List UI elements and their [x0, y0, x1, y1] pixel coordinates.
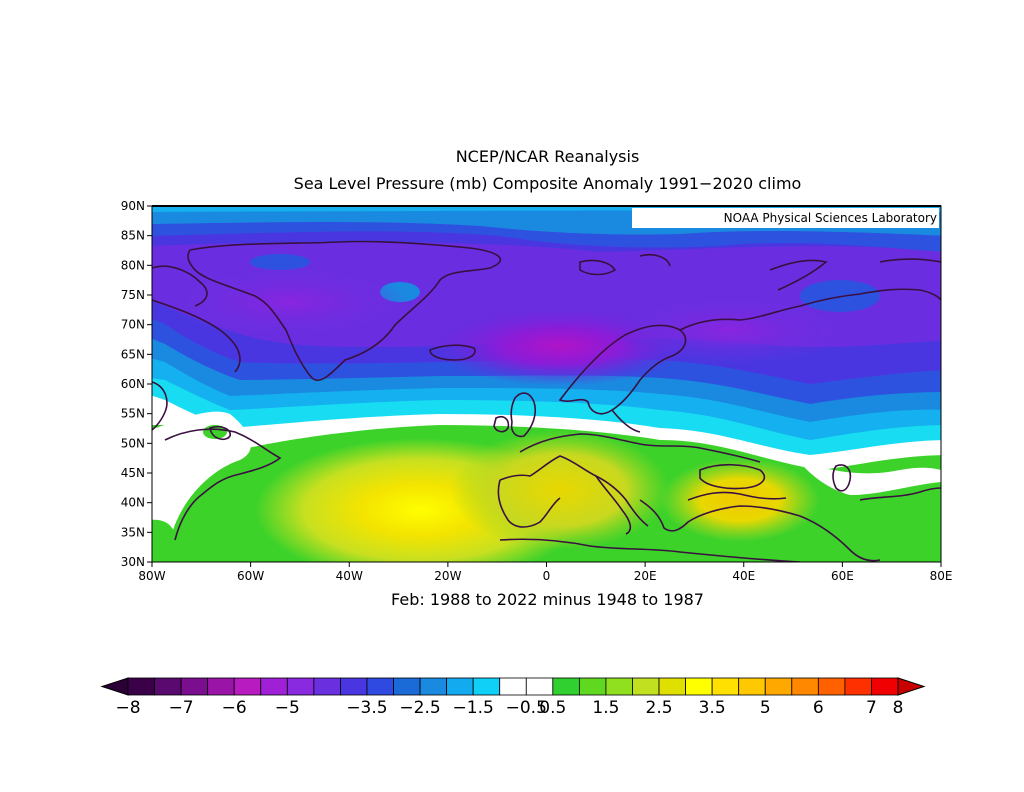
lat-tick-label: 80N [121, 258, 145, 272]
lat-tick-label: 55N [121, 407, 145, 421]
lon-tick-label: 20W [434, 569, 461, 583]
lat-tick-label: 35N [121, 525, 145, 539]
lat-tick-label: 50N [121, 436, 145, 450]
coastlines [152, 240, 941, 562]
colorbar-label: 5 [760, 698, 771, 718]
lat-tick-label: 40N [121, 496, 145, 510]
colorbar-swatch [525, 677, 554, 696]
lat-tick-label: 75N [121, 288, 145, 302]
colorbar-label: −0.5 [506, 698, 547, 718]
chart-title-line-1: NCEP/NCAR Reanalysis [455, 147, 640, 166]
lon-tick-label: 40E [732, 569, 755, 583]
lon-tick-label: 80E [930, 569, 953, 583]
colorbar-label: 1.5 [592, 698, 619, 718]
colorbar-label: 0.5 [539, 698, 566, 718]
credit-label: NOAA Physical Sciences Laboratory [632, 208, 939, 228]
colorbar-swatch [791, 677, 819, 696]
colorbar-swatch [578, 677, 607, 696]
lon-tick-label: 20E [634, 569, 657, 583]
colorbar-swatch [472, 677, 501, 696]
colorbar-swatch [685, 677, 713, 696]
colorbar-swatch [605, 677, 633, 696]
colorbar-swatch [764, 677, 793, 696]
colorbar-label: −8 [115, 698, 140, 718]
colorbar: −8 −7 −6 −5 −3.5 −2.5 −1.5 −0.50.5 1.5 2.5 3.5 5 6 7 8 [100, 677, 926, 718]
lat-tick-label: 60N [121, 377, 145, 391]
colorbar-swatch [871, 677, 899, 696]
colorbar-label: −3.5 [346, 698, 387, 718]
colorbar-under-arrow [100, 677, 129, 696]
colorbar-swatch [340, 677, 368, 696]
lat-tick-label: 90N [121, 199, 145, 213]
lat-tick-label: 30N [121, 555, 145, 569]
lon-tick-label: 60E [831, 569, 854, 583]
colorbar-label: −6 [222, 698, 247, 718]
colorbar-label: −7 [169, 698, 194, 718]
colorbar-swatch [127, 677, 155, 696]
colorbar-swatch [552, 677, 580, 696]
colorbar-swatch [260, 677, 288, 696]
colorbar-over-arrow [897, 677, 926, 696]
lon-tick-label: 40W [336, 569, 363, 583]
colorbar-swatch [366, 677, 394, 696]
longitude-axis: 80W 60W 40W 20W 0 20E 40E 60E 80E [138, 562, 952, 583]
lat-tick-label: 45N [121, 466, 145, 480]
map-subtitle: Feb: 1988 to 2022 minus 1948 to 1987 [391, 590, 704, 609]
colorbar-swatch [180, 677, 209, 696]
colorbar-swatch [499, 677, 527, 696]
colorbar-swatch [393, 677, 421, 696]
lat-tick-label: 70N [121, 318, 145, 332]
colorbar-swatch [419, 677, 448, 696]
colorbar-swatch [632, 677, 660, 696]
colorbar-swatch [446, 677, 474, 696]
colorbar-swatch [313, 677, 341, 696]
colorbar-label: 8 [893, 698, 904, 718]
colorbar-swatch [738, 677, 766, 696]
colorbar-swatch [658, 677, 686, 696]
colorbar-label: 6 [813, 698, 824, 718]
lat-tick-label: 65N [121, 347, 145, 361]
colorbar-label: −2.5 [399, 698, 440, 718]
colorbar-label: −1.5 [453, 698, 494, 718]
colorbar-label: −5 [275, 698, 300, 718]
colorbar-swatch [207, 677, 235, 696]
colorbar-swatch [154, 677, 182, 696]
colorbar-swatch [233, 677, 262, 696]
colorbar-label: 3.5 [699, 698, 726, 718]
lon-tick-label: 80W [138, 569, 165, 583]
latitude-axis: 90N 85N 80N 75N 70N 65N 60N 55N 50N 45N 40N 35N 30N [121, 199, 152, 569]
anomaly-field [152, 206, 941, 562]
lon-tick-label: 60W [237, 569, 264, 583]
lat-tick-label: 85N [121, 229, 145, 243]
lon-tick-label: 0 [543, 569, 551, 583]
chart-title-line-2: Sea Level Pressure (mb) Composite Anomal… [293, 174, 802, 193]
colorbar-swatch [817, 677, 846, 696]
colorbar-swatch [711, 677, 740, 696]
colorbar-swatch [844, 677, 872, 696]
colorbar-label: 7 [866, 698, 877, 718]
colorbar-label: 2.5 [646, 698, 673, 718]
colorbar-swatch [286, 677, 315, 696]
